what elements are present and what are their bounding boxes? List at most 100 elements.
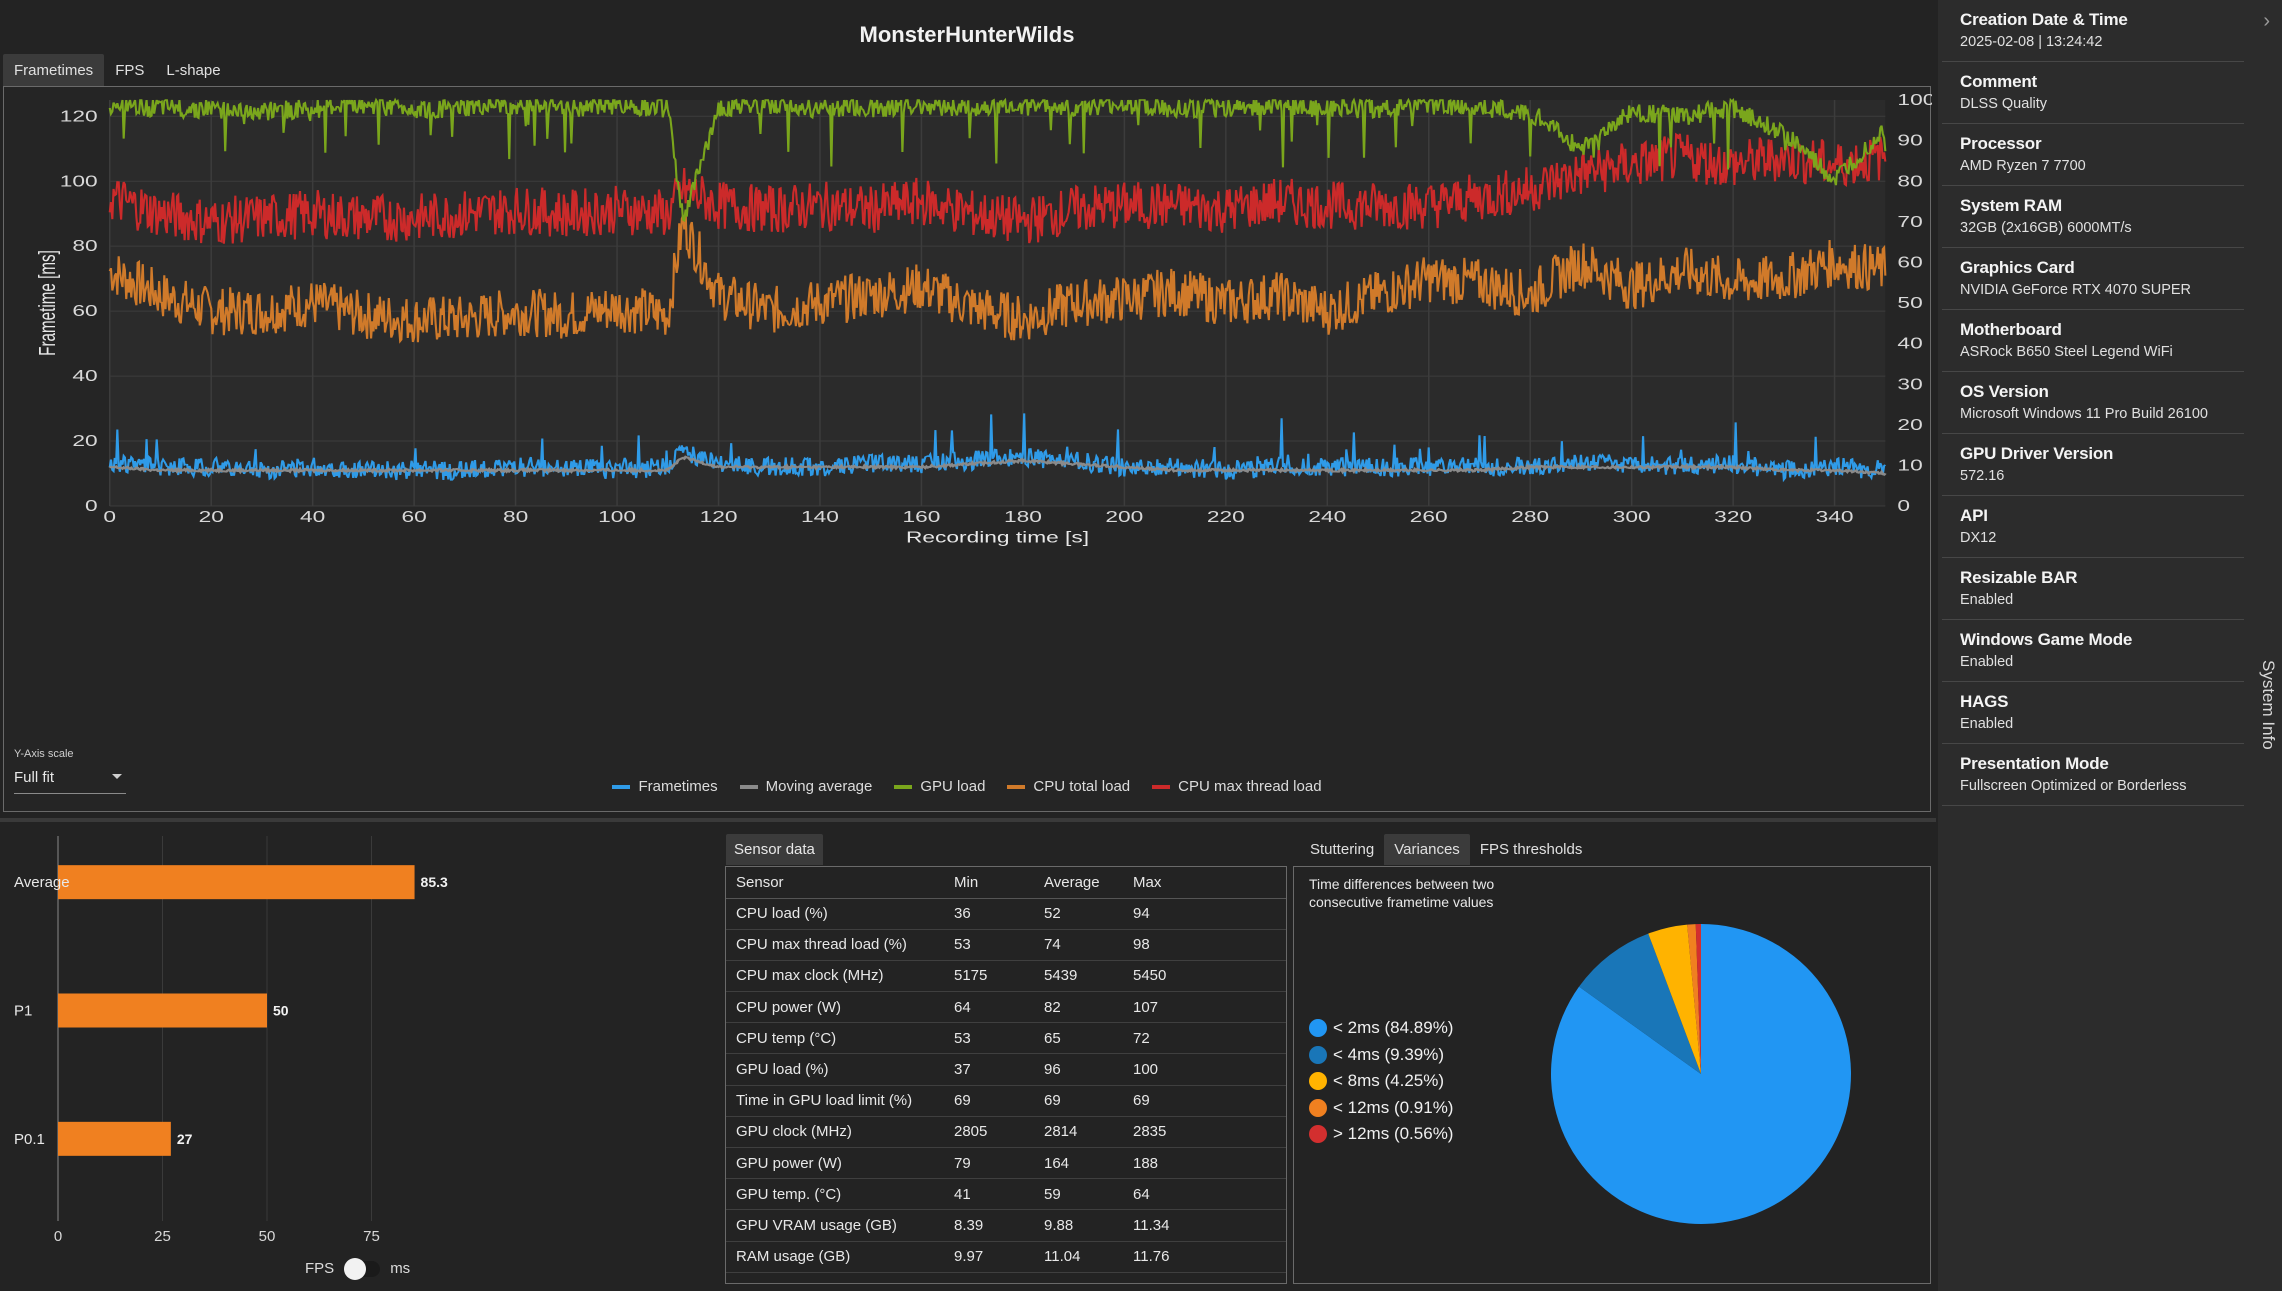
x-axis-title: Recording time [s] — [906, 529, 1089, 546]
legend-label: CPU total load — [1033, 778, 1131, 795]
column-header-sensor[interactable]: Sensor — [726, 867, 944, 899]
column-header-min[interactable]: Min — [944, 867, 1034, 899]
min-cell: 9.97 — [944, 1241, 1034, 1273]
tab-fps-thresholds[interactable]: FPS thresholds — [1479, 841, 1583, 858]
pie-slice[interactable] — [1648, 924, 1701, 1074]
sensor-name-cell: CPU power (W) — [726, 991, 944, 1024]
average-cell: 11.04 — [1034, 1241, 1123, 1273]
fps-bar[interactable] — [58, 865, 415, 900]
system-info-item: Presentation Mode Fullscreen Optimized or… — [1942, 744, 2244, 806]
x-tick-label: 0 — [54, 1228, 62, 1245]
y-left-tick-label: 80 — [72, 238, 97, 255]
table-row[interactable]: GPU power (W) 79 164 188 — [726, 1147, 1286, 1180]
series-line-cpu-max-thread-load — [108, 132, 1887, 244]
system-info-tab[interactable]: System Info — [2259, 660, 2278, 750]
fps-ms-toggle-group: FPS ms — [305, 1257, 410, 1280]
tab-variances[interactable]: Variances — [1384, 834, 1470, 865]
chevron-right-icon[interactable]: › — [2263, 10, 2270, 32]
panel-divider — [0, 818, 1936, 822]
chart-tabs: Frametimes FPS L-shape — [3, 54, 232, 86]
fps-bar[interactable] — [58, 1121, 171, 1156]
max-cell: 188 — [1123, 1147, 1286, 1180]
pie-slice[interactable] — [1579, 933, 1701, 1074]
table-row[interactable]: CPU max clock (MHz) 5175 5439 5450 — [726, 960, 1286, 993]
x-tick-label: 40 — [300, 509, 325, 526]
legend-item[interactable]: GPU load — [894, 778, 985, 795]
legend-item[interactable]: CPU total load — [1007, 778, 1130, 795]
column-header-average[interactable]: Average — [1034, 867, 1123, 899]
pie-slice[interactable] — [1550, 924, 1851, 1224]
x-tick-label: 120 — [700, 509, 738, 526]
max-cell: 98 — [1123, 929, 1286, 961]
column-header-max[interactable]: Max — [1123, 867, 1286, 899]
pie-slice[interactable] — [1695, 924, 1701, 1074]
average-cell: 164 — [1034, 1147, 1123, 1180]
min-cell: 41 — [944, 1178, 1034, 1211]
legend-item[interactable]: Frametimes — [612, 778, 718, 795]
tab-l-shape[interactable]: L-shape — [166, 62, 221, 79]
system-info-item: HAGS Enabled — [1942, 682, 2244, 744]
system-info-item: API DX12 — [1942, 496, 2244, 558]
sensor-name-cell: GPU VRAM usage (GB) — [726, 1209, 944, 1242]
bar-category-label: P0.1 — [14, 1131, 45, 1148]
sensor-name-cell: CPU load (%) — [726, 898, 944, 930]
table-row[interactable]: GPU VRAM usage (GB) 8.39 9.88 11.34 — [726, 1209, 1286, 1242]
y-left-tick-label: 60 — [72, 303, 97, 320]
pie-legend-label: < 4ms (9.39%) — [1333, 1044, 1445, 1064]
tab-frametimes[interactable]: Frametimes — [3, 54, 105, 86]
pie-legend-dot — [1309, 1072, 1327, 1091]
y-right-tick-label: 40 — [1897, 335, 1922, 352]
pie-legend-item: > 12ms (0.56%) — [1309, 1121, 1453, 1148]
fps-ms-toggle[interactable] — [344, 1257, 381, 1280]
tab-stuttering[interactable]: Stuttering — [1310, 841, 1375, 858]
x-tick-label: 20 — [199, 509, 224, 526]
average-cell: 52 — [1034, 898, 1123, 930]
y-left-tick-label: 0 — [85, 498, 98, 515]
x-tick-label: 75 — [363, 1228, 380, 1245]
table-row[interactable]: CPU load (%) 36 52 94 — [726, 898, 1286, 930]
pie-legend-label: > 12ms (0.56%) — [1333, 1124, 1454, 1144]
max-cell: 2835 — [1123, 1116, 1286, 1149]
series-line-cpu-total-load — [108, 210, 1887, 344]
min-cell: 2805 — [944, 1116, 1034, 1149]
fps-bar[interactable] — [58, 993, 267, 1028]
legend-swatch — [739, 784, 758, 789]
legend-swatch — [1152, 784, 1171, 789]
table-row[interactable]: CPU max thread load (%) 53 74 98 — [726, 929, 1286, 961]
y-right-tick-label: 0 — [1897, 498, 1910, 515]
system-info-label: API — [1960, 506, 1988, 525]
y-right-tick-label: 10 — [1897, 457, 1922, 474]
system-info-label: Comment — [1960, 72, 2037, 91]
table-row[interactable]: Time in GPU load limit (%) 69 69 69 — [726, 1085, 1286, 1117]
sensor-name-cell: Time in GPU load limit (%) — [726, 1085, 944, 1117]
tab-fps[interactable]: FPS — [115, 62, 145, 79]
average-cell: 65 — [1034, 1022, 1123, 1055]
tab-sensor-data[interactable]: Sensor data — [726, 834, 823, 865]
frametime-chart[interactable]: 0 20 40 60 80 100 120 140 160 180 200 220 240 260 280 3… — [3, 86, 1932, 812]
max-cell: 72 — [1123, 1022, 1286, 1055]
y-left-tick-label: 20 — [72, 433, 97, 450]
pie-legend-label: < 2ms (84.89%) — [1333, 1018, 1454, 1038]
system-info-label: Graphics Card — [1960, 258, 2075, 277]
system-info-label: Motherboard — [1960, 320, 2062, 339]
y-axis-scale-dropdown[interactable]: Full fit — [14, 764, 126, 794]
pie-slice[interactable] — [1687, 924, 1701, 1074]
bar-value-label: 50 — [273, 1003, 289, 1019]
table-row[interactable]: CPU power (W) 64 82 107 — [726, 991, 1286, 1024]
table-row[interactable]: GPU clock (MHz) 2805 2814 2835 — [726, 1116, 1286, 1149]
system-info-value: Enabled — [1960, 716, 2014, 732]
legend-item[interactable]: Moving average — [739, 778, 872, 795]
table-row[interactable]: GPU temp. (°C) 41 59 64 — [726, 1178, 1286, 1211]
table-row[interactable]: CPU temp (°C) 53 65 72 — [726, 1022, 1286, 1055]
legend-item[interactable]: CPU max thread load — [1152, 778, 1322, 795]
table-row[interactable]: RAM usage (GB) 9.97 11.04 11.76 — [726, 1241, 1286, 1273]
system-info-label: Presentation Mode — [1960, 754, 2109, 773]
fps-bar-chart: 0 25 50 75 Average 85.3 P1 50 P0.1 27 — [0, 826, 714, 1291]
x-tick-label: 160 — [902, 509, 940, 526]
y-axis-scale-value: Full fit — [14, 769, 55, 786]
x-tick-label: 260 — [1410, 509, 1448, 526]
system-info-value: 2025-02-08 | 13:24:42 — [1960, 34, 2103, 50]
min-cell: 8.39 — [944, 1209, 1034, 1242]
min-cell: 37 — [944, 1053, 1034, 1086]
table-row[interactable]: GPU load (%) 37 96 100 — [726, 1053, 1286, 1086]
